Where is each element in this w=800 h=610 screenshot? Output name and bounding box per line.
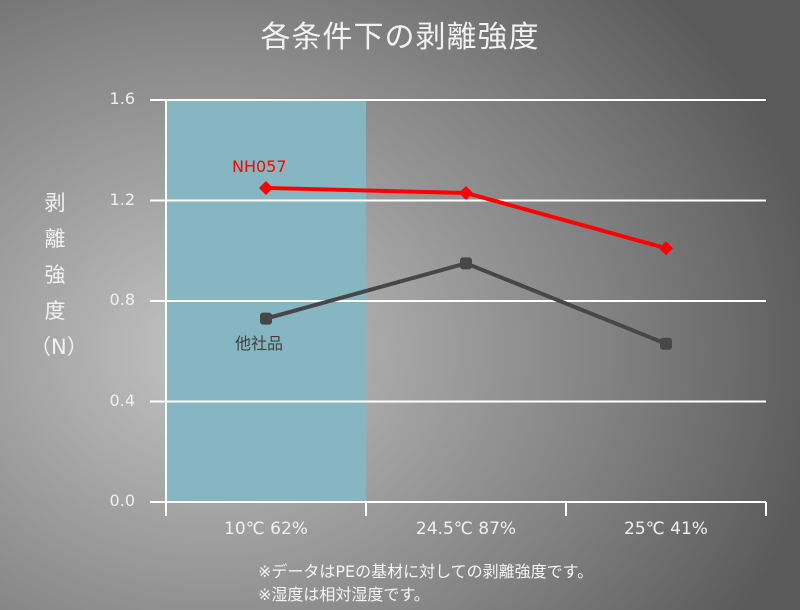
data-point-marker <box>660 337 672 350</box>
data-point-marker <box>259 180 273 195</box>
y-tick-label: 1.2 <box>109 190 135 209</box>
y-axis-label-char: 離 <box>44 227 66 251</box>
y-tick-label: 0.8 <box>109 290 135 309</box>
series-label-nh057: NH057 <box>232 157 287 176</box>
y-axis-label-char: 強 <box>44 263 66 287</box>
y-axis-label-char: 度 <box>44 299 66 323</box>
series-label-competitor: 他社品 <box>235 334 284 353</box>
y-axis-label: 剥 離 強 度 （N） <box>30 185 88 365</box>
x-tick-label: 25℃ 41% <box>624 519 708 539</box>
footnote: ※湿度は相対湿度です。 <box>258 585 430 604</box>
data-point-marker <box>659 241 673 256</box>
data-point-marker <box>460 257 472 270</box>
y-tick-label: 0.4 <box>109 391 135 410</box>
y-tick-label: 1.6 <box>109 89 135 108</box>
y-axis-label-char: （N） <box>30 335 88 359</box>
chart-title: 各条件下の剥離強度 <box>260 20 540 55</box>
y-tick-label: 0.0 <box>109 491 135 510</box>
x-tick-label: 24.5℃ 87% <box>415 519 517 539</box>
footnote: ※データはPEの基材に対しての剥離強度です。 <box>258 562 594 581</box>
x-tick-label: 10℃ 62% <box>224 519 308 539</box>
data-point-marker <box>260 312 272 325</box>
data-point-marker <box>459 185 473 200</box>
y-axis-label-char: 剥 <box>44 191 66 215</box>
